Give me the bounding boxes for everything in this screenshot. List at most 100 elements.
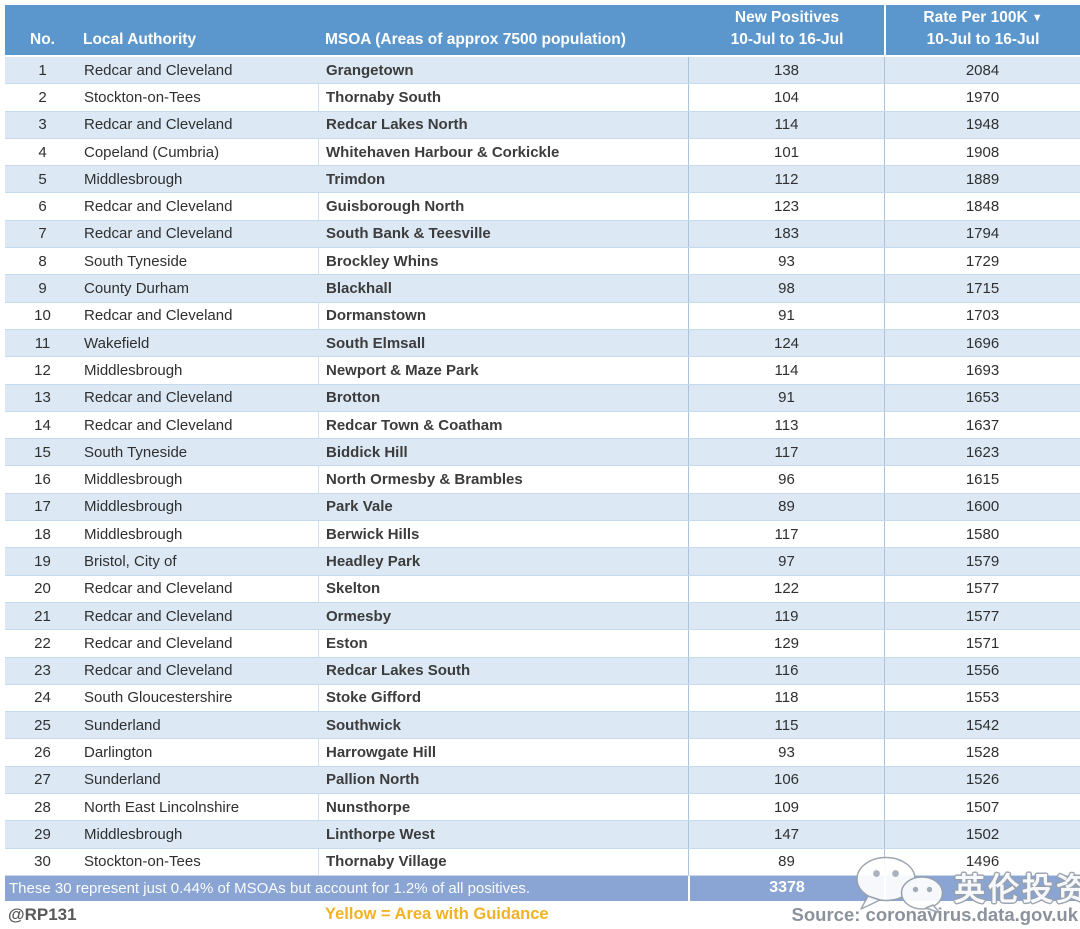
table-row: 17 Middlesbrough Park Vale 89 1600	[5, 493, 1080, 522]
cell-local-authority: Sunderland	[84, 716, 161, 734]
cell-new-positives: 147	[688, 821, 884, 848]
author-handle: @RP131	[8, 904, 77, 924]
cell-rate: 1580	[884, 521, 1080, 548]
table-row: 15 South Tyneside Biddick Hill 117 1623	[5, 439, 1080, 467]
cell-new-positives: 113	[688, 411, 884, 439]
cell-msoa: Trimdon	[326, 170, 386, 188]
column-header-new-positives-dates: 10-Jul to 16-Jul	[730, 31, 844, 48]
cell-rate: 1970	[884, 84, 1080, 111]
column-header-rate-dates: 10-Jul to 16-Jul	[926, 31, 1040, 48]
cell-rate: 1908	[884, 138, 1080, 166]
table-row: 23 Redcar and Cleveland Redcar Lakes Sou…	[5, 657, 1080, 685]
cell-msoa: Skelton	[318, 575, 688, 602]
cell-rank: 17	[34, 498, 51, 516]
table-row: 12 Middlesbrough Newport & Maze Park 114…	[5, 357, 1080, 385]
sort-descending-icon[interactable]: ▼	[1031, 12, 1043, 24]
msoa-rate-table: No. Local Authority MSOA (Areas of appro…	[5, 5, 1080, 929]
column-header-rate: Rate Per 100K ▼ 10-Jul to 16-Jul	[884, 5, 1080, 55]
cell-rank: 20	[34, 580, 51, 598]
table-body: 1 Redcar and Cleveland Grangetown 138 20…	[5, 57, 1080, 876]
summary-text: These 30 represent just 0.44% of MSOAs b…	[9, 879, 531, 897]
cell-msoa: Newport & Maze Park	[318, 357, 688, 384]
cell-new-positives: 124	[688, 329, 884, 357]
cell-rate: 1577	[884, 602, 1080, 630]
yellow-legend-note: Yellow = Area with Guidance	[325, 905, 549, 924]
cell-local-authority: Sunderland	[84, 771, 161, 789]
table-row: 14 Redcar and Cleveland Redcar Town & Co…	[5, 411, 1080, 440]
cell-rank: 11	[34, 334, 51, 352]
cell-msoa: Redcar Lakes North	[326, 116, 468, 134]
cell-msoa: Guisborough North	[318, 193, 688, 220]
cell-new-positives: 115	[688, 712, 884, 739]
cell-new-positives: 123	[688, 193, 884, 220]
cell-new-positives: 101	[688, 138, 884, 166]
cell-rate: 1571	[884, 630, 1080, 657]
cell-local-authority: Redcar and Cleveland	[84, 389, 233, 407]
cell-msoa: Eston	[318, 630, 688, 657]
cell-rank: 19	[34, 552, 51, 570]
table-row: 29 Middlesbrough Linthorpe West 147 1502	[5, 821, 1080, 849]
cell-rate: 1526	[884, 766, 1080, 794]
cell-rank: 8	[38, 252, 47, 270]
cell-new-positives: 122	[688, 575, 884, 602]
table-row: 8 South Tyneside Brockley Whins 93 1729	[5, 248, 1080, 276]
cell-rate: 1507	[884, 794, 1080, 821]
table-row: 13 Redcar and Cleveland Brotton 91 1653	[5, 384, 1080, 412]
table-row: 16 Middlesbrough North Ormesby & Bramble…	[5, 466, 1080, 494]
table-row: 28 North East Lincolnshire Nunsthorpe 10…	[5, 794, 1080, 822]
cell-new-positives: 117	[688, 439, 884, 466]
cell-msoa: Harrowgate Hill	[318, 739, 688, 766]
cell-new-positives: 114	[688, 111, 884, 138]
cell-new-positives: 138	[688, 57, 884, 84]
cell-rank: 1	[38, 61, 47, 79]
cell-local-authority: Redcar and Cleveland	[84, 416, 233, 434]
cell-local-authority: Middlesbrough	[84, 525, 183, 543]
column-header-local-authority-label: Local Authority	[83, 31, 197, 48]
cell-rank: 6	[38, 198, 47, 216]
cell-msoa: Park Vale	[326, 498, 393, 516]
cell-rate: 1600	[884, 493, 1080, 521]
cell-local-authority: Middlesbrough	[84, 825, 183, 843]
cell-new-positives: 93	[688, 739, 884, 766]
cell-local-authority: Middlesbrough	[84, 498, 183, 516]
footer: @RP131 Yellow = Area with Guidance Sourc…	[5, 901, 1080, 929]
table-row: 24 South Gloucestershire Stoke Gifford 1…	[5, 684, 1080, 713]
cell-local-authority: County Durham	[84, 280, 190, 298]
cell-rank: 27	[34, 771, 51, 789]
summary-bar: These 30 represent just 0.44% of MSOAs b…	[5, 875, 1080, 901]
cell-rank: 5	[38, 170, 47, 188]
cell-new-positives: 91	[688, 302, 884, 329]
table-row: 4 Copeland (Cumbria) Whitehaven Harbour …	[5, 138, 1080, 167]
cell-new-positives: 118	[688, 684, 884, 712]
cell-rate: 1496	[884, 848, 1080, 875]
cell-rate: 1715	[884, 275, 1080, 302]
cell-local-authority: Bristol, City of	[84, 552, 177, 570]
cell-rate: 1703	[884, 302, 1080, 329]
table-row: 3 Redcar and Cleveland Redcar Lakes Nort…	[5, 111, 1080, 139]
cell-msoa: South Elmsall	[326, 334, 426, 352]
column-header-no: No.	[5, 5, 80, 55]
table-row: 18 Middlesbrough Berwick Hills 117 1580	[5, 521, 1080, 549]
cell-local-authority: Middlesbrough	[84, 471, 183, 489]
summary-rate-spacer	[884, 875, 1080, 901]
cell-new-positives: 119	[688, 602, 884, 630]
cell-new-positives: 117	[688, 521, 884, 548]
cell-msoa: Headley Park	[326, 552, 421, 570]
cell-msoa: Thornaby Village	[318, 848, 688, 875]
cell-new-positives: 91	[688, 384, 884, 411]
table-row: 21 Redcar and Cleveland Ormesby 119 1577	[5, 602, 1080, 631]
cell-msoa: Grangetown	[326, 61, 414, 79]
table-row: 9 County Durham Blackhall 98 1715	[5, 275, 1080, 303]
cell-local-authority: Redcar and Cleveland	[84, 662, 233, 680]
cell-rank: 16	[34, 471, 51, 489]
cell-local-authority: Redcar and Cleveland	[84, 198, 233, 216]
cell-new-positives: 97	[688, 548, 884, 575]
column-header-local-authority: Local Authority	[80, 5, 318, 55]
cell-rate: 1637	[884, 411, 1080, 439]
cell-local-authority: Redcar and Cleveland	[84, 61, 233, 79]
cell-rank: 18	[34, 525, 51, 543]
cell-new-positives: 114	[688, 357, 884, 384]
cell-rank: 4	[38, 143, 47, 161]
cell-rate: 1577	[884, 575, 1080, 602]
column-header-msoa: MSOA (Areas of approx 7500 population)	[318, 5, 688, 55]
